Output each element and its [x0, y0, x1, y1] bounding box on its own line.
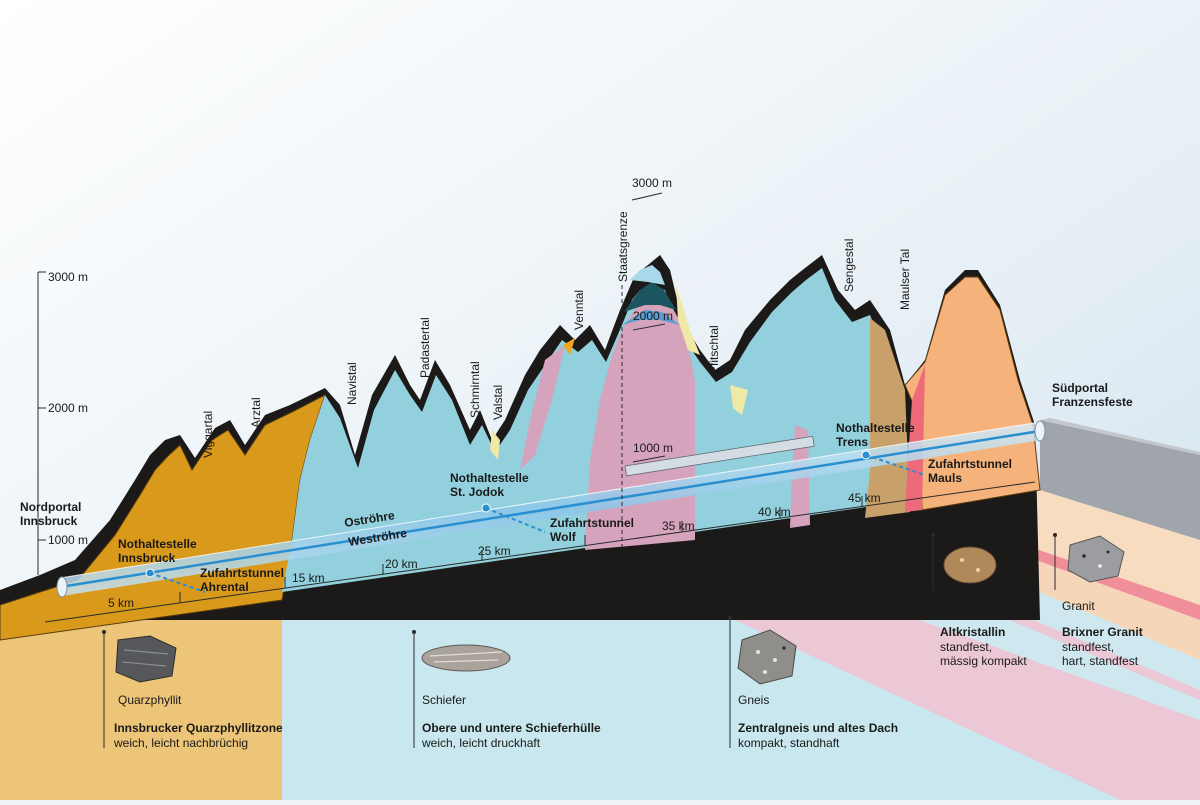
access-ahrental-line1: Zufahrtstunnel — [200, 566, 284, 580]
valley-sengestal: Sengestal — [842, 239, 856, 292]
zone5-desc2: hart, standfest — [1062, 654, 1139, 668]
valley-viggartal: Viggartal — [201, 411, 215, 458]
inner-elevation-1000-marker — [632, 455, 666, 463]
altitude-label-2000: 2000 m — [48, 401, 88, 415]
zone2-name: Obere und untere Schieferhülle — [422, 721, 601, 735]
access-wolf-line2: Wolf — [550, 530, 577, 544]
km-5: 5 km — [108, 596, 134, 610]
orange-lens — [563, 338, 575, 355]
zone-schiefer-body — [282, 268, 880, 592]
inner-elevation-3000: 3000 m — [632, 176, 672, 190]
valley-staatsgrenze: Staatsgrenze — [616, 211, 630, 282]
station-stjodok-line1: Nothaltestelle — [450, 471, 529, 485]
altitude-axis — [37, 271, 46, 575]
zone4-name: Altkristallin — [940, 625, 1005, 639]
yellow-lens-2 — [730, 385, 748, 415]
access-mauls-line1: Zufahrtstunnel — [928, 457, 1012, 471]
valley-pfitschtal: Pfitschtal — [707, 325, 721, 374]
valley-schmirntal: Schmirntal — [468, 361, 482, 418]
zone-transition-brown — [865, 318, 910, 518]
station-innsbruck-line2: Innsbruck — [118, 551, 176, 565]
gneis-inlay-left — [520, 345, 565, 470]
tunnel — [56, 420, 1046, 598]
inner-elevation-1000: 1000 m — [633, 441, 673, 455]
station-trens-line1: Nothaltestelle — [836, 421, 915, 435]
south-portal-line1: Südportal — [1052, 381, 1108, 395]
zone3-desc: kompakt, standhaft — [738, 736, 840, 750]
south-portal-line2: Franzensfeste — [1052, 395, 1133, 409]
km-25: 25 km — [478, 544, 511, 558]
inner-elevation-2000: 2000 m — [633, 309, 673, 323]
valley-labels: Viggartal Arztal Navistal Padastertal Sc… — [201, 211, 912, 458]
km-15: 15 km — [292, 571, 325, 585]
rock-granit-icon — [1067, 535, 1125, 583]
km-45: 45 km — [848, 491, 881, 505]
valley-venntal: Venntal — [572, 290, 586, 330]
access-wolf-line1: Zufahrtstunnel — [550, 516, 634, 530]
zone2-rock-label: Schiefer — [422, 693, 466, 707]
station-innsbruck-line1: Nothaltestelle — [118, 537, 197, 551]
access-mauls-line2: Mauls — [928, 471, 962, 485]
station-stjodok-line2: St. Jodok — [450, 485, 504, 499]
legend-leaders — [103, 535, 1056, 748]
station-markers — [145, 450, 926, 593]
zone5-desc1: standfest, — [1062, 640, 1114, 654]
zone3-rock-label: Gneis — [738, 693, 769, 707]
rock-schiefer-icon — [421, 644, 511, 672]
yellow-lens-1 — [676, 285, 700, 355]
zone4-desc1: standfest, — [940, 640, 992, 654]
dome-cap-blue — [622, 310, 680, 325]
inner-elevation-2000-marker — [632, 323, 666, 331]
km-ticks — [179, 496, 863, 603]
rock-altkristallin-icon — [943, 546, 997, 584]
km-20: 20 km — [385, 557, 418, 571]
altitude-label-3000: 3000 m — [48, 270, 88, 284]
altitude-label-1000: 1000 m — [48, 533, 88, 547]
valley-arztal: Arztal — [249, 397, 263, 428]
zone4-rock-label: Altkristallin — [940, 599, 997, 613]
north-portal-line1: Nordportal — [20, 500, 81, 514]
km-35: 35 km — [662, 519, 695, 533]
north-portal-line2: Innsbruck — [20, 514, 78, 528]
valley-navistal: Navistal — [345, 362, 359, 405]
zone1-name: Innsbrucker Quarzphyllitzone — [114, 721, 283, 735]
zone4-desc2: mässig kompakt — [940, 654, 1027, 668]
valley-valstal: Valstal — [491, 385, 505, 420]
zone5-rock-label: Granit — [1062, 599, 1095, 613]
zone5-name: Brixner Granit — [1062, 625, 1143, 639]
rock-gneis-icon — [737, 629, 797, 685]
km-40: 40 km — [758, 505, 791, 519]
inner-elevation-3000-marker — [631, 192, 663, 201]
km-labels: 5 km 15 km 20 km 25 km 35 km 40 km 45 km — [108, 491, 881, 610]
zone1-desc: weich, leicht nachbrüchig — [113, 736, 248, 750]
valley-maulser-tal: Maulser Tal — [898, 249, 912, 310]
zone1-rock-label: Quarzphyllit — [118, 693, 182, 707]
km-baseline — [44, 481, 1036, 623]
dome-cap-light — [630, 265, 665, 285]
valley-padastertal: Padastertal — [418, 317, 432, 378]
station-trens-line2: Trens — [836, 435, 868, 449]
access-ahrental-line2: Ahrental — [200, 580, 249, 594]
zone-granit-body — [905, 365, 925, 512]
zone2-desc: weich, leicht druckhaft — [421, 736, 541, 750]
dome-cap-dark — [624, 282, 676, 312]
yellow-lens-3 — [490, 430, 500, 460]
zone3-name: Zentralgneis und altes Dach — [738, 721, 898, 735]
rock-quarzphyllit-icon — [115, 635, 177, 683]
legend-leader-dots — [102, 533, 1057, 634]
